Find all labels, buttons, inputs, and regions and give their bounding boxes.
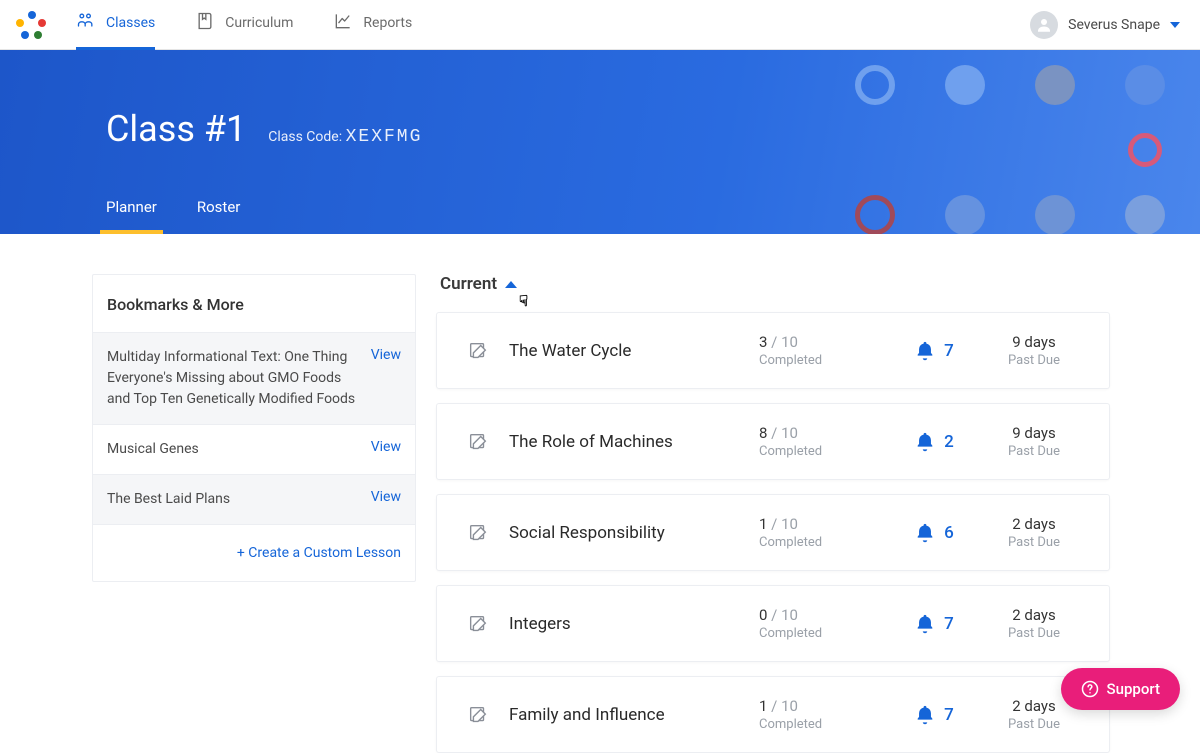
bookmark-title: The Best Laid Plans bbox=[107, 489, 230, 510]
lesson-notifications[interactable]: 7 bbox=[889, 340, 979, 362]
chevron-down-icon bbox=[1170, 22, 1180, 28]
hero-decor bbox=[840, 50, 1200, 234]
lesson-completed: 1 / 10Completed bbox=[759, 515, 879, 550]
bookmark-item: The Best Laid Plans View bbox=[93, 474, 415, 524]
class-code-label: Class Code: bbox=[268, 129, 342, 145]
bookmark-item: Musical Genes View bbox=[93, 424, 415, 474]
brand-logo bbox=[16, 9, 48, 41]
bookmark-view-link[interactable]: View bbox=[371, 439, 401, 455]
bell-icon bbox=[914, 704, 936, 726]
user-name: Severus Snape bbox=[1068, 17, 1160, 33]
top-nav: Classes Curriculum Reports Severus Snape bbox=[0, 0, 1200, 50]
lesson-card[interactable]: The Role of Machines 8 / 10Completed 2 9 da… bbox=[436, 403, 1110, 480]
lesson-title: The Water Cycle bbox=[509, 341, 749, 361]
main-content: Bookmarks & More Multiday Informational … bbox=[0, 234, 1200, 753]
section-title-label: Current bbox=[440, 274, 497, 294]
bookmark-title: Multiday Informational Text: One Thing E… bbox=[107, 347, 361, 410]
help-icon bbox=[1081, 680, 1099, 698]
bookmarks-panel: Bookmarks & More Multiday Informational … bbox=[92, 274, 416, 582]
bell-icon bbox=[914, 340, 936, 362]
support-label: Support bbox=[1107, 680, 1160, 698]
class-tab-planner[interactable]: Planner bbox=[100, 186, 163, 234]
bookmark-title: Musical Genes bbox=[107, 439, 199, 460]
lesson-title: Integers bbox=[509, 614, 749, 634]
lesson-completed: 1 / 10Completed bbox=[759, 697, 879, 732]
classes-icon bbox=[76, 11, 96, 35]
nav-tabs: Classes Curriculum Reports bbox=[76, 0, 1030, 50]
lesson-edit-icon bbox=[467, 522, 489, 544]
bell-icon bbox=[914, 431, 936, 453]
nav-tab-label: Classes bbox=[106, 15, 155, 31]
lesson-card[interactable]: Family and Influence1 / 10Completed72 da… bbox=[436, 676, 1110, 753]
nav-tab-reports[interactable]: Reports bbox=[333, 0, 412, 50]
user-menu[interactable]: Severus Snape bbox=[1030, 11, 1188, 39]
lesson-notifications[interactable]: 7 bbox=[889, 613, 979, 635]
lesson-list: Current ☟ The Water Cycle 3 / 10Completed… bbox=[436, 274, 1110, 753]
lesson-edit-icon bbox=[467, 431, 489, 453]
lesson-due: 2 daysPast Due bbox=[989, 606, 1079, 641]
lesson-card[interactable]: The Water Cycle 3 / 10Completed 7 9 daysPas… bbox=[436, 312, 1110, 389]
bookmark-item: Multiday Informational Text: One Thing E… bbox=[93, 332, 415, 424]
lesson-completed: 3 / 10Completed bbox=[759, 333, 879, 368]
bookmarks-header: Bookmarks & More bbox=[93, 275, 415, 332]
create-custom-lesson-link[interactable]: + Create a Custom Lesson bbox=[93, 524, 415, 581]
lesson-due: 9 daysPast Due bbox=[989, 333, 1079, 368]
cursor-icon: ☟ bbox=[519, 292, 528, 310]
nav-tab-label: Curriculum bbox=[225, 15, 293, 31]
bookmark-view-link[interactable]: View bbox=[371, 347, 401, 363]
lesson-edit-icon bbox=[467, 613, 489, 635]
lesson-title: The Role of Machines bbox=[509, 432, 749, 452]
lesson-title: Family and Influence bbox=[509, 705, 749, 725]
class-code: Class Code: XEXFMG bbox=[268, 127, 422, 147]
nav-tab-label: Reports bbox=[363, 15, 412, 31]
lesson-due: 2 daysPast Due bbox=[989, 515, 1079, 550]
chevron-up-icon bbox=[505, 281, 517, 288]
lesson-notifications[interactable]: 2 bbox=[889, 431, 979, 453]
lesson-due: 9 daysPast Due bbox=[989, 424, 1079, 459]
bell-icon bbox=[914, 613, 936, 635]
lesson-notifications[interactable]: 6 bbox=[889, 522, 979, 544]
lesson-card[interactable]: Integers 0 / 10Completed 7 2 daysPast Due bbox=[436, 585, 1110, 662]
lesson-edit-icon bbox=[467, 340, 489, 362]
section-toggle[interactable]: Current ☟ bbox=[436, 274, 1110, 294]
curriculum-icon bbox=[195, 11, 215, 35]
class-title: Class #1 bbox=[106, 108, 246, 150]
support-button[interactable]: Support bbox=[1061, 668, 1180, 710]
class-hero: Class #1 Class Code: XEXFMG Planner Roste… bbox=[0, 50, 1200, 234]
class-tabs: Planner Roster bbox=[100, 186, 246, 234]
class-tab-roster[interactable]: Roster bbox=[191, 186, 246, 234]
lesson-completed: 8 / 10Completed bbox=[759, 424, 879, 459]
class-code-value: XEXFMG bbox=[346, 127, 423, 147]
nav-tab-curriculum[interactable]: Curriculum bbox=[195, 0, 293, 50]
lesson-completed: 0 / 10Completed bbox=[759, 606, 879, 641]
bell-icon bbox=[914, 522, 936, 544]
lesson-edit-icon bbox=[467, 704, 489, 726]
nav-tab-classes[interactable]: Classes bbox=[76, 0, 155, 50]
lesson-title: Social Responsibility bbox=[509, 523, 749, 543]
lesson-notifications[interactable]: 7 bbox=[889, 704, 979, 726]
avatar-icon bbox=[1030, 11, 1058, 39]
lesson-card[interactable]: Social Responsibility 1 / 10Completed 6 2 d… bbox=[436, 494, 1110, 571]
reports-icon bbox=[333, 11, 353, 35]
bookmark-view-link[interactable]: View bbox=[371, 489, 401, 505]
